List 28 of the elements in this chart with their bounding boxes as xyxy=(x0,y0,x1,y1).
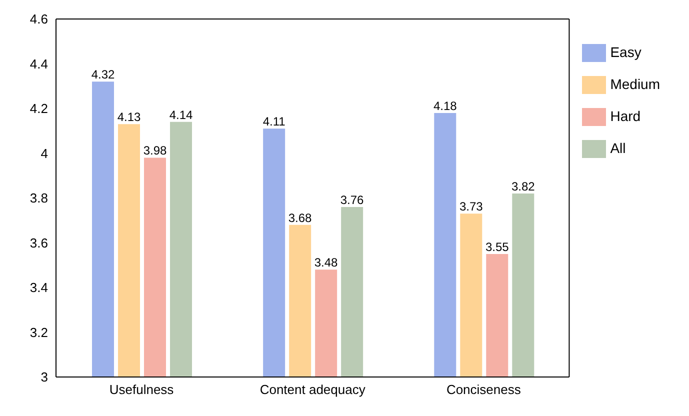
data-label: 4.32 xyxy=(91,68,115,82)
legend-label: Hard xyxy=(610,108,641,124)
data-label: 3.82 xyxy=(511,180,536,194)
data-label: 4.11 xyxy=(262,114,286,129)
data-label: 3.98 xyxy=(143,144,167,158)
data-label: 4.13 xyxy=(117,110,141,124)
y-tick-label: 4.4 xyxy=(30,56,48,72)
y-tick-label: 4.6 xyxy=(30,12,48,27)
legend-label: Easy xyxy=(610,44,642,60)
x-tick-label: Content adequacy xyxy=(260,382,366,398)
y-tick-label: 3.8 xyxy=(30,190,48,206)
x-tick-label: Usefulness xyxy=(109,382,174,398)
y-tick-label: 3.6 xyxy=(30,235,48,250)
data-label: 4.18 xyxy=(433,98,458,113)
y-tick-label: 3.2 xyxy=(30,324,48,340)
x-tick-label: Conciseness xyxy=(446,382,522,398)
data-label: 3.68 xyxy=(288,210,312,225)
data-label: 3.76 xyxy=(340,192,364,207)
y-tick-label: 4.2 xyxy=(30,101,48,116)
data-label: 3.55 xyxy=(485,240,510,254)
y-tick-label: 4 xyxy=(40,146,48,161)
legend-label: Medium xyxy=(610,76,660,92)
data-label: 3.48 xyxy=(314,256,338,270)
y-tick-label: 3.4 xyxy=(30,280,48,296)
data-label: 4.14 xyxy=(169,108,193,122)
legend-label: All xyxy=(610,140,626,156)
y-tick-label: 3 xyxy=(40,370,48,385)
data-label: 3.73 xyxy=(459,200,484,214)
